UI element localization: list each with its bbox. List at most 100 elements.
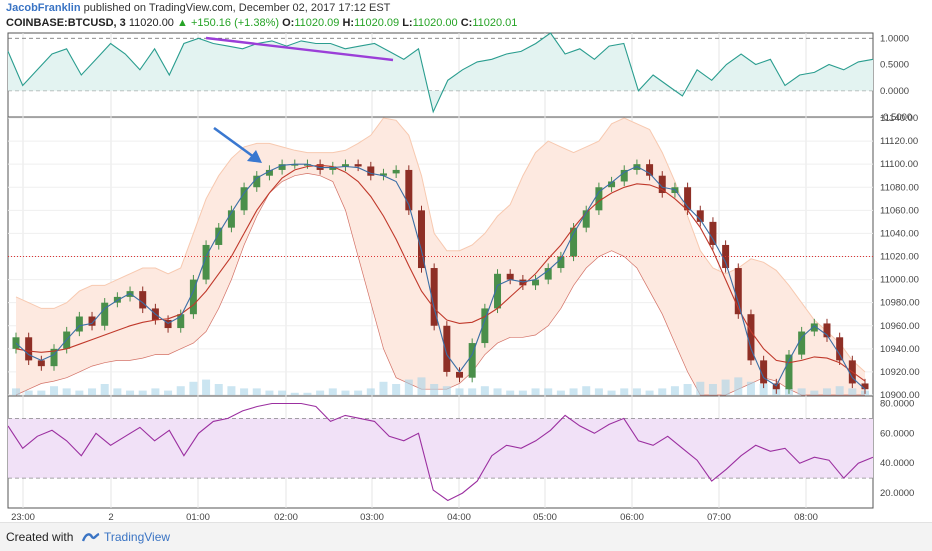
close-value: 11020.01	[472, 17, 518, 29]
volume-bar	[493, 388, 502, 395]
volume-bar	[113, 388, 122, 395]
symbol-info: COINBASE:BTCUSD, 3 11020.00 ▲ +150.16 (+…	[6, 17, 517, 29]
candle-body	[25, 337, 33, 361]
symbol-label: COINBASE:BTCUSD, 3	[6, 17, 126, 29]
candle-body	[709, 221, 717, 245]
purple-trendline	[205, 36, 394, 62]
volume-bar	[417, 377, 426, 395]
high-label: H:	[342, 17, 355, 29]
candle-body	[861, 383, 869, 390]
volume-bar	[24, 390, 33, 395]
candle-body	[139, 291, 147, 309]
volume-bar	[645, 390, 654, 395]
volume-bar	[151, 388, 160, 395]
annotations	[205, 36, 394, 163]
blue-arrow-head	[247, 150, 262, 163]
price-y-tick: 11020.00	[880, 252, 919, 263]
candle-body	[684, 187, 692, 211]
candle-body	[456, 371, 464, 378]
volume-bar	[759, 384, 768, 395]
volume-bar	[278, 390, 287, 395]
candle-body	[747, 314, 755, 361]
volume-bar	[620, 388, 629, 395]
blue-arrow-shaft	[213, 126, 259, 162]
volume-bar	[569, 388, 578, 395]
rsi-y-tick: 60.0000	[880, 428, 914, 439]
x-tick-label: 05:00	[533, 512, 557, 522]
tradingview-logo-icon[interactable]	[81, 530, 100, 548]
volume-bar	[252, 388, 261, 395]
open-value: 11020.09	[294, 17, 340, 29]
candle-body	[303, 164, 311, 166]
volume-bar	[366, 388, 375, 395]
volume-bar	[835, 386, 844, 395]
moving-average-fast	[15, 163, 866, 390]
candle-body	[468, 343, 476, 378]
volume-bar	[62, 388, 71, 395]
candle-body	[620, 169, 628, 182]
candle-body	[367, 166, 375, 176]
volume-bar	[328, 388, 337, 395]
volume-bar	[683, 384, 692, 395]
volume-bar	[658, 388, 667, 395]
price-y-tick: 10980.00	[880, 298, 920, 309]
candle-body	[570, 227, 578, 257]
volume-bar	[822, 388, 831, 395]
volume-bar	[265, 390, 274, 395]
candle-body	[810, 323, 818, 332]
candle-body	[582, 210, 590, 228]
x-axis-labels: 23:00 2 01:00 02:00 03:00 04:00 05:00 06:00 07:0…	[11, 512, 818, 522]
volume-bar	[88, 388, 97, 395]
volume-bar	[544, 388, 553, 395]
open-label: O:	[282, 17, 295, 29]
volume-bar	[202, 379, 211, 395]
volume-bar	[341, 390, 350, 395]
volume-bar	[290, 392, 299, 395]
price-y-tick: 11120.00	[880, 136, 918, 147]
candle-body	[544, 268, 552, 280]
x-tick-label: 06:00	[620, 512, 644, 522]
volume-bar	[164, 390, 173, 395]
volume-bar	[214, 384, 223, 395]
volume-bar	[138, 390, 147, 395]
rsi-y-tick: 80.0000	[880, 398, 914, 409]
footer-bar: Created with TradingView	[0, 522, 932, 551]
candle-body	[760, 360, 768, 384]
candle-body	[253, 175, 261, 188]
volume-bar	[12, 388, 20, 395]
candle-body	[836, 337, 844, 361]
volume-bar	[582, 386, 591, 395]
x-tick-label: 03:00	[360, 512, 384, 522]
rsi-band-fill	[8, 418, 873, 479]
x-tick-label: 07:00	[707, 512, 731, 522]
volume-bar	[303, 392, 312, 395]
rsi-y-tick: 40.0000	[880, 458, 914, 469]
candle-body	[532, 279, 540, 286]
price-y-tick: 10940.00	[880, 344, 920, 355]
volume-bar	[227, 386, 236, 395]
candle-body	[823, 323, 831, 338]
candle-body	[494, 273, 502, 309]
volume-bar	[746, 381, 755, 395]
candle-body	[291, 164, 299, 166]
volume-bar	[430, 384, 439, 395]
volume-bar	[556, 390, 565, 395]
rsi-line	[7, 402, 874, 502]
low-label: L:	[402, 17, 413, 29]
candle-body	[443, 325, 451, 372]
volume-bar	[468, 388, 477, 395]
created-with-text: Created with	[6, 530, 74, 544]
candle-body	[177, 314, 185, 329]
candle-body	[101, 302, 109, 326]
publish-info: JacobFranklin published on TradingView.c…	[6, 2, 390, 14]
volume-bar	[75, 390, 84, 395]
volume-bar	[721, 379, 730, 395]
candle-body	[417, 210, 425, 269]
candle-body	[227, 210, 235, 228]
tradingview-brand-link[interactable]: TradingView	[104, 530, 171, 544]
candle-body	[785, 354, 793, 390]
author-name[interactable]: JacobFranklin	[6, 2, 81, 14]
candle-body	[189, 279, 197, 315]
